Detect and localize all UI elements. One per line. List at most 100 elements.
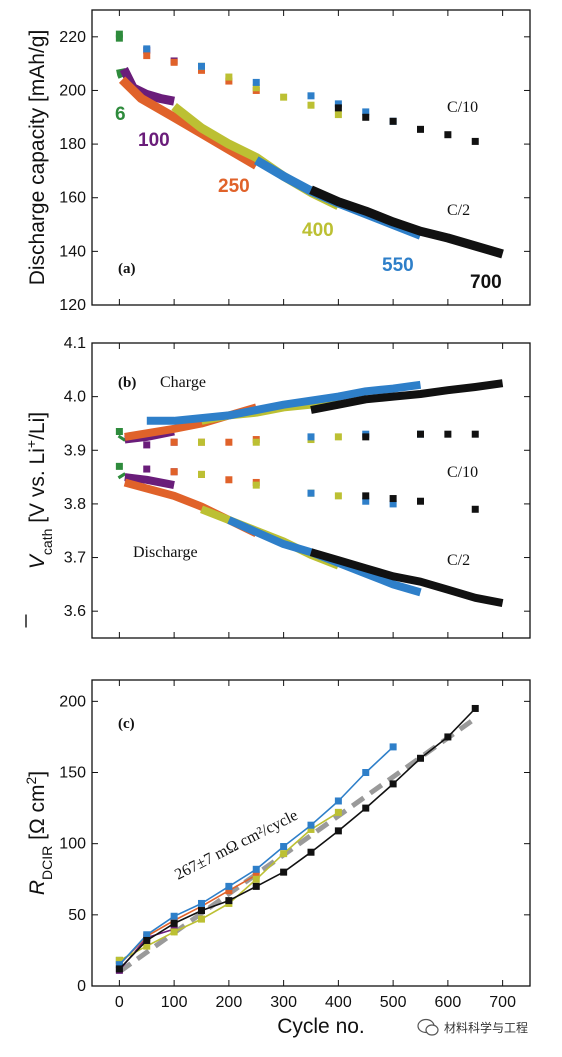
text-labels: 120140160180200220(a)C/10C/2610025040055… bbox=[23, 29, 528, 1038]
x-tick-label: 700 bbox=[489, 994, 516, 1011]
x-tick-label: 100 bbox=[161, 994, 188, 1011]
y-tick-label: 160 bbox=[59, 190, 86, 207]
series-550-c10-point bbox=[334, 100, 342, 108]
series-550-point bbox=[225, 882, 233, 890]
series-700-discharge-c10-point bbox=[362, 492, 370, 500]
watermark-text: 材料科学与工程 bbox=[444, 1020, 528, 1035]
x-tick-label: 400 bbox=[325, 994, 352, 1011]
y-axis-title-b-rest1: [V vs. Li bbox=[26, 448, 49, 529]
cycle-label-6: 6 bbox=[115, 104, 126, 125]
y-tick-label: 3.6 bbox=[64, 603, 86, 620]
y-tick-label: 0 bbox=[77, 978, 86, 995]
series-550-point bbox=[280, 843, 288, 851]
y-axis-title-b-text: Vcath [V vs. Li+/Li] bbox=[23, 412, 55, 569]
panel-frame-c bbox=[91, 679, 531, 987]
series-700-point bbox=[252, 882, 260, 890]
series-700-charge-c10-point bbox=[417, 430, 424, 438]
series-700-discharge-band bbox=[309, 548, 504, 608]
panel-frames bbox=[91, 9, 531, 987]
series-550-c10-point bbox=[362, 108, 370, 116]
series-400-charge-c10-point bbox=[252, 438, 260, 446]
series-400-c10-point bbox=[280, 93, 288, 101]
annotation-c10-b: C/10 bbox=[447, 464, 478, 481]
series-250-point bbox=[225, 887, 233, 895]
y-axis-title-c-text: RDCIR [Ω cm2] bbox=[23, 771, 55, 895]
x-tick-label: 300 bbox=[270, 994, 297, 1011]
series-400-point bbox=[170, 928, 178, 936]
series-250-c2-band bbox=[118, 76, 259, 170]
series-250-c10-point bbox=[225, 77, 233, 85]
series-700-point bbox=[225, 897, 233, 905]
series-700-point bbox=[280, 868, 288, 876]
annotation-c2-a: C/2 bbox=[447, 202, 470, 219]
series-400-point bbox=[198, 915, 205, 923]
series-250-discharge-c10-point bbox=[225, 476, 233, 484]
series-400-point bbox=[252, 875, 260, 883]
panel-frame-a bbox=[91, 9, 531, 306]
series-700-c10-point bbox=[444, 131, 452, 139]
series-700-c10-point bbox=[471, 137, 479, 145]
y-tick-label: 200 bbox=[59, 82, 86, 99]
annotation-charge: Charge bbox=[160, 374, 206, 391]
y-axis-title-b: Vcath [V vs. Li+/Li] bbox=[23, 412, 55, 628]
series-550-point bbox=[143, 931, 151, 939]
panel-frame-b bbox=[91, 342, 531, 639]
series-700-point bbox=[170, 919, 178, 927]
series-250-charge-c10-point bbox=[170, 438, 178, 446]
series-700-point bbox=[143, 936, 151, 944]
series-100-discharge-band bbox=[124, 473, 175, 490]
series-550-discharge-c10-point bbox=[362, 497, 370, 505]
series-550-c10-point bbox=[307, 92, 315, 100]
series-400-point bbox=[307, 825, 315, 833]
panel-label-a: (a) bbox=[118, 261, 136, 277]
series-700-discharge-c10-point bbox=[389, 495, 397, 503]
series-700-c10-point bbox=[417, 125, 424, 133]
series-550-point bbox=[252, 865, 260, 873]
series-400-point bbox=[115, 956, 123, 964]
series-550-c10-point bbox=[252, 78, 260, 86]
series-400-discharge-c10-point bbox=[198, 470, 205, 478]
y-axis-title-c-main: R bbox=[26, 880, 49, 895]
series-6-c10-point bbox=[115, 30, 123, 38]
data-marks bbox=[115, 30, 504, 974]
wechat-icon-inner bbox=[425, 1024, 439, 1036]
series-700-charge-c10-point bbox=[444, 430, 452, 438]
series-700-discharge-c10-point bbox=[417, 497, 424, 505]
series-100-charge-c10-point bbox=[143, 441, 151, 449]
y-tick-label: 220 bbox=[59, 29, 86, 46]
series-250-c10-point bbox=[143, 52, 151, 60]
series-550-discharge-c10-point bbox=[307, 489, 315, 497]
series-700-charge-c10-point bbox=[471, 430, 479, 438]
series-700-point bbox=[471, 704, 479, 712]
series-700-charge-c10-point bbox=[362, 433, 370, 441]
series-100-discharge-c10-point bbox=[143, 465, 151, 473]
y-tick-label: 3.7 bbox=[64, 550, 86, 567]
y-axis-title-b-main: V bbox=[26, 553, 49, 569]
series-550-point bbox=[389, 743, 397, 751]
series-700-point bbox=[307, 848, 315, 856]
cycle-label-100: 100 bbox=[138, 130, 170, 151]
series-250-c10-point bbox=[170, 58, 178, 66]
y-tick-label: 120 bbox=[59, 297, 86, 314]
series-700-c10-point bbox=[389, 117, 397, 125]
y-tick-label: 150 bbox=[59, 765, 86, 782]
series-700-point bbox=[417, 754, 424, 762]
series-400-point bbox=[334, 808, 342, 816]
series-550-charge-c10-point bbox=[307, 433, 315, 441]
series-700-point bbox=[115, 965, 123, 973]
series-550-c10-point bbox=[198, 62, 205, 70]
annotation-c2-b: C/2 bbox=[447, 552, 470, 569]
series-550-point bbox=[170, 912, 178, 920]
y-axis-title-c-rest: [Ω cm bbox=[26, 785, 49, 846]
series-250-point bbox=[252, 871, 260, 879]
watermark: 材料科学与工程 bbox=[417, 1018, 528, 1036]
cycle-label-250: 250 bbox=[218, 176, 250, 197]
series-550-charge-band bbox=[146, 380, 422, 425]
y-tick-label: 100 bbox=[59, 836, 86, 853]
series-400-discharge-c10-point bbox=[252, 481, 260, 489]
series-700-charge-band bbox=[310, 379, 504, 414]
y-axis-title-a: Discharge capacity [mAh/g] bbox=[26, 30, 49, 286]
series-700-c10-point bbox=[334, 104, 342, 112]
panel-label-c: (c) bbox=[118, 716, 135, 732]
x-tick-label: 500 bbox=[380, 994, 407, 1011]
